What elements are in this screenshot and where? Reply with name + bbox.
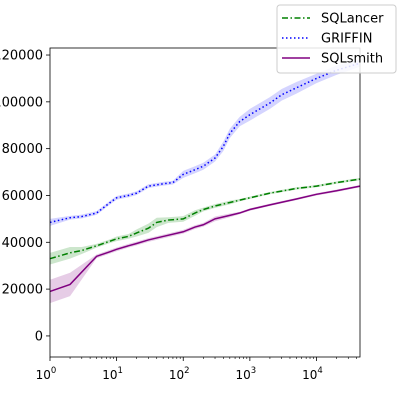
line-griffin — [50, 63, 360, 222]
confidence-bands — [50, 60, 360, 303]
line-sqlsmith — [50, 186, 360, 291]
y-tick-label: 100000 — [0, 95, 43, 110]
band-sqlancer — [50, 178, 360, 265]
x-tick-label: 102 — [169, 366, 190, 382]
x-tick-label: 100 — [36, 366, 57, 382]
y-axis-ticks: 0 20000 40000 60000 80000 100000 120000 — [0, 49, 50, 345]
y-tick-label: 60000 — [2, 189, 43, 204]
y-tick-label: 20000 — [2, 283, 43, 298]
legend-label-griffin: GRIFFIN — [321, 32, 372, 47]
legend: SQLancer GRIFFIN SQLsmith — [277, 5, 396, 73]
y-tick-label: 80000 — [2, 142, 43, 157]
x-axis-ticks: 100 101 102 103 104 — [36, 357, 357, 382]
x-tick-label: 103 — [236, 366, 257, 382]
x-tick-label: 104 — [302, 366, 323, 382]
y-tick-label: 120000 — [0, 49, 43, 64]
x-tick-label: 101 — [102, 366, 123, 382]
band-griffin — [50, 60, 360, 226]
y-tick-label: 40000 — [2, 236, 43, 251]
legend-label-sqlsmith: SQLsmith — [321, 52, 383, 67]
plot-frame — [50, 48, 360, 357]
y-tick-label: 0 — [35, 329, 43, 344]
legend-label-sqlancer: SQLancer — [321, 12, 384, 27]
series-lines — [50, 63, 360, 291]
